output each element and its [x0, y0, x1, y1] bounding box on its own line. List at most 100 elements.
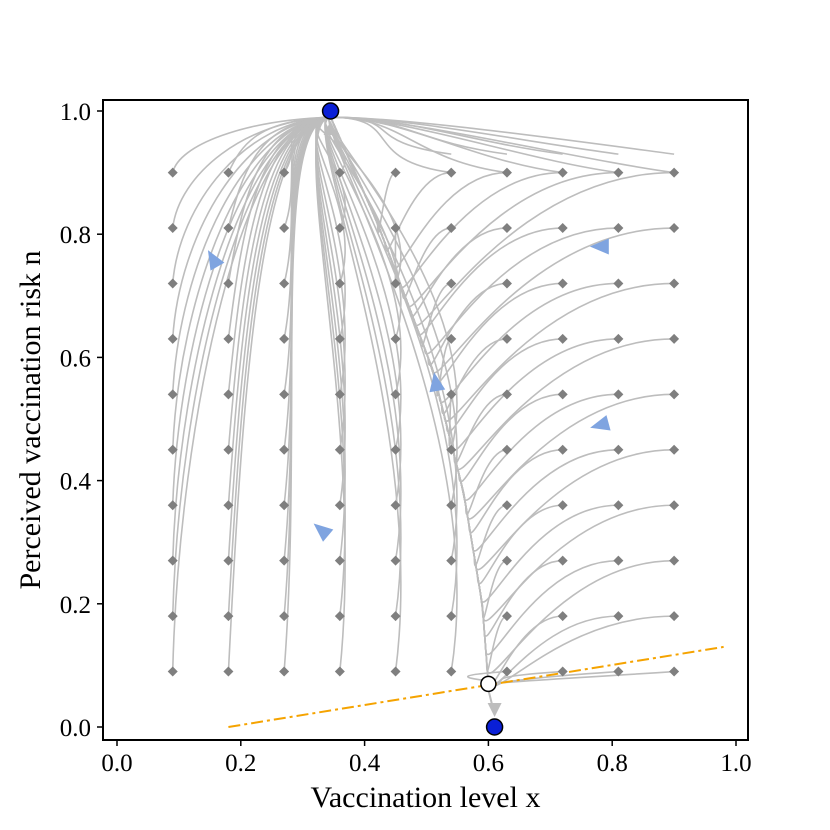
trajectory-61 [329, 116, 508, 672]
start-marker [446, 223, 457, 234]
start-marker [501, 555, 512, 566]
start-marker [501, 666, 512, 677]
start-marker [557, 223, 568, 234]
trajectory-68 [329, 116, 507, 318]
start-marker [501, 500, 512, 511]
start-marker [167, 611, 178, 622]
y-axis-label: Perceived vaccination risk n [14, 250, 47, 589]
stable-fixed-point [321, 102, 340, 120]
start-marker [390, 333, 401, 344]
trajectory-arrowhead-top [323, 121, 338, 135]
start-marker [446, 500, 457, 511]
start-marker [669, 444, 680, 455]
y-tick-label: 0.4 [60, 469, 92, 496]
start-marker [390, 666, 401, 677]
trajectory-81 [329, 116, 619, 687]
start-marker [279, 167, 290, 178]
start-marker [390, 555, 401, 566]
start-marker [669, 389, 680, 400]
start-marker [669, 611, 680, 622]
stable-fixed-point [485, 718, 504, 736]
start-marker [446, 333, 457, 344]
start-marker-layer [167, 167, 680, 677]
start-marker [223, 333, 234, 344]
start-marker [223, 167, 234, 178]
start-marker [167, 333, 178, 344]
start-marker [279, 611, 290, 622]
direction-arrow [207, 250, 225, 271]
start-marker [501, 333, 512, 344]
start-marker [446, 666, 457, 677]
start-marker [223, 555, 234, 566]
start-marker [669, 333, 680, 344]
start-marker [390, 444, 401, 455]
trajectory-3 [171, 116, 331, 506]
start-marker [669, 278, 680, 289]
nullcline-layer [228, 645, 724, 728]
direction-arrow-layer [207, 238, 611, 542]
start-marker [613, 555, 624, 566]
start-marker [223, 666, 234, 677]
trajectory-arrowhead-bottom [487, 703, 502, 717]
trajectory-17 [227, 116, 331, 284]
direction-arrow [429, 372, 446, 393]
x-axis: 0.0 0.2 0.4 0.6 0.8 1.0 [101, 740, 752, 777]
start-marker [557, 500, 568, 511]
start-marker [613, 389, 624, 400]
trajectory-1 [171, 116, 331, 617]
start-marker [223, 611, 234, 622]
trajectory-96 [329, 116, 675, 471]
plot-frame [102, 99, 749, 741]
trajectory-28 [283, 116, 331, 229]
trajectory-layer [171, 116, 675, 717]
x-tick-label: 0.6 [473, 750, 504, 777]
start-marker [613, 278, 624, 289]
y-tick-label: 0.8 [60, 222, 91, 249]
direction-arrow [313, 523, 334, 542]
trajectory-99 [329, 116, 675, 327]
start-marker [223, 278, 234, 289]
start-marker [334, 666, 345, 677]
start-marker [279, 555, 290, 566]
trajectory-4 [171, 116, 331, 450]
start-marker [613, 611, 624, 622]
trajectory-19 [227, 116, 331, 173]
start-marker [446, 167, 457, 178]
start-marker [446, 278, 457, 289]
fixed-point-layer [321, 102, 504, 736]
start-marker [334, 389, 345, 400]
start-marker [669, 666, 680, 677]
start-marker [279, 389, 290, 400]
trajectory-37 [315, 116, 346, 284]
start-marker [279, 500, 290, 511]
y-tick-label: 1.0 [60, 99, 91, 126]
trajectory-82 [329, 116, 619, 656]
start-marker [279, 666, 290, 677]
start-marker [613, 223, 624, 234]
start-marker [557, 555, 568, 566]
start-marker [390, 611, 401, 622]
y-tick-label: 0.0 [60, 715, 91, 742]
start-marker [613, 167, 624, 178]
start-marker [334, 611, 345, 622]
start-marker [167, 389, 178, 400]
trajectory-36 [315, 116, 346, 340]
start-marker [557, 666, 568, 677]
start-marker [334, 167, 345, 178]
start-marker [669, 500, 680, 511]
start-marker [223, 223, 234, 234]
start-marker [669, 223, 680, 234]
start-marker [669, 555, 680, 566]
start-marker [669, 167, 680, 178]
nullcline-line [228, 645, 724, 728]
trajectory-109 [330, 116, 675, 155]
start-marker [167, 500, 178, 511]
start-marker [279, 333, 290, 344]
start-marker [501, 611, 512, 622]
y-axis: 0.0 0.2 0.4 0.6 0.8 1.0 [60, 99, 103, 742]
start-marker [390, 167, 401, 178]
start-marker [167, 555, 178, 566]
start-marker [167, 666, 178, 677]
start-marker [279, 278, 290, 289]
start-marker [390, 278, 401, 289]
